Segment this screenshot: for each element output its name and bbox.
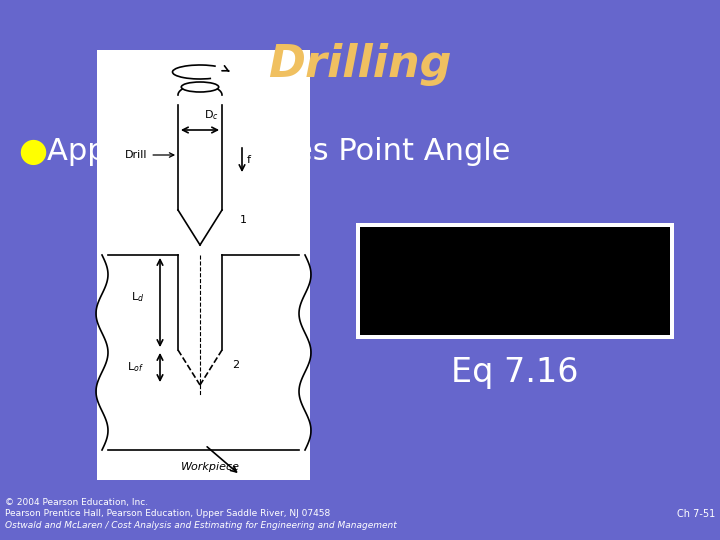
Text: D$_c$: D$_c$ <box>204 108 219 122</box>
Bar <box>356 223 674 339</box>
Text: L$_{of}$: L$_{of}$ <box>127 361 143 374</box>
Text: L$_d$: L$_d$ <box>131 291 145 305</box>
Ellipse shape <box>181 82 219 92</box>
Text: Drill: Drill <box>125 150 174 160</box>
Text: f: f <box>247 155 251 165</box>
Bar <box>360 227 670 335</box>
Text: © 2004 Pearson Education, Inc.: © 2004 Pearson Education, Inc. <box>5 497 148 507</box>
Text: 2: 2 <box>232 360 239 370</box>
Bar <box>97 50 310 480</box>
Text: 1: 1 <box>240 215 247 225</box>
Text: Drilling: Drilling <box>269 43 451 86</box>
Text: Workpiece: Workpiece <box>181 462 240 472</box>
Text: Ostwald and McLaren / Cost Analysis and Estimating for Engineering and Managemen: Ostwald and McLaren / Cost Analysis and … <box>5 522 397 530</box>
Text: ●: ● <box>18 134 47 168</box>
Text: Eq 7.16: Eq 7.16 <box>451 356 579 389</box>
Text: Approach Includes Point Angle: Approach Includes Point Angle <box>47 137 510 166</box>
Text: Ch 7-51: Ch 7-51 <box>677 509 715 519</box>
Text: Pearson Prentice Hall, Pearson Education, Upper Saddle River, NJ 07458: Pearson Prentice Hall, Pearson Education… <box>5 510 330 518</box>
